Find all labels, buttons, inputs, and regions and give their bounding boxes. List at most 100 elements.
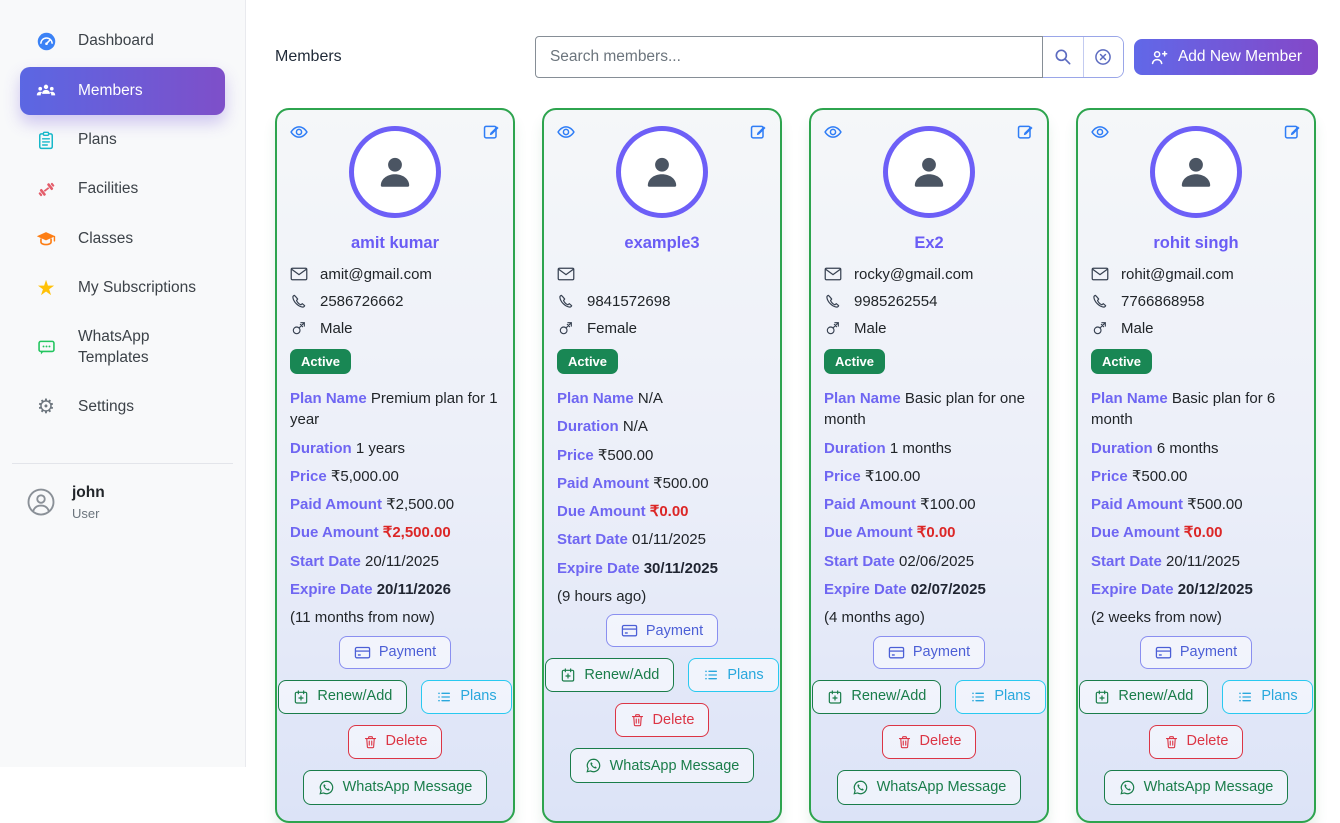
whatsapp-message-button[interactable]: WhatsApp Message xyxy=(836,769,1022,805)
plan-name-line: Plan Name N/A xyxy=(557,390,663,407)
status-badge: Active xyxy=(1091,349,1153,374)
member-card: amit kumar amit@gmail.com 2586726662 Mal… xyxy=(275,108,515,823)
edit-member-button[interactable] xyxy=(749,122,768,141)
start-date-line: Start Date 20/11/2025 xyxy=(290,552,439,570)
sidebar-item-label: Settings xyxy=(78,397,135,415)
paid-amount-line: Paid Amount ₹500.00 xyxy=(557,474,709,492)
dashboard-gauge-icon xyxy=(34,31,58,52)
member-phone: 9985262554 xyxy=(854,292,938,310)
renew-add-button[interactable]: Renew/Add xyxy=(1079,679,1209,714)
search-button[interactable] xyxy=(1042,37,1083,77)
sidebar-item-dashboard[interactable]: Dashboard xyxy=(20,18,225,65)
trash-icon xyxy=(363,734,378,750)
expire-date-line: Expire Date 20/11/2026 xyxy=(290,581,451,599)
member-gender: Male xyxy=(1121,319,1154,337)
plan-details: Plan Name Basic plan for one month Durat… xyxy=(824,388,1034,629)
plan-details: Plan Name N/A Duration N/A Price ₹500.00… xyxy=(557,388,767,607)
member-phone-row: 9985262554 xyxy=(824,292,1034,310)
star-icon: ★ xyxy=(36,277,56,300)
list-icon xyxy=(970,689,986,705)
eye-icon xyxy=(556,126,576,145)
renew-add-button[interactable]: Renew/Add xyxy=(545,658,675,693)
user-info: john User xyxy=(72,484,105,521)
sidebar-item-classes[interactable]: Classes xyxy=(20,215,225,263)
payment-button[interactable]: Payment xyxy=(338,635,452,669)
gender-icon xyxy=(1091,320,1109,336)
sidebar-item-whatsapp-templates[interactable]: WhatsApp Templates xyxy=(20,314,225,382)
plans-button[interactable]: Plans xyxy=(955,679,1046,714)
edit-pen-icon xyxy=(1016,125,1035,144)
delete-button[interactable]: Delete xyxy=(614,703,710,738)
add-new-member-button[interactable]: Add New Member xyxy=(1133,39,1318,75)
sidebar-item-label: Members xyxy=(78,81,143,99)
sidebar-item-plans[interactable]: Plans xyxy=(20,117,225,164)
due-amount-line: Due Amount ₹2,500.00 xyxy=(290,524,451,542)
whatsapp-message-button[interactable]: WhatsApp Message xyxy=(1103,769,1289,805)
renew-add-button[interactable]: Renew/Add xyxy=(812,679,942,714)
edit-member-button[interactable] xyxy=(1283,122,1302,141)
whatsapp-message-button[interactable]: WhatsApp Message xyxy=(569,748,755,784)
edit-pen-icon xyxy=(749,125,768,144)
card-actions: Payment Renew/Add Plans xyxy=(278,635,512,805)
due-amount-line: Due Amount ₹0.00 xyxy=(824,524,956,542)
plan-name-line: Plan Name Basic plan for 6 month xyxy=(1091,390,1276,429)
renew-plans-row: Renew/Add Plans xyxy=(278,679,512,714)
card-actions: Payment Renew/Add Plans xyxy=(1079,635,1313,805)
payment-button[interactable]: Payment xyxy=(605,614,719,648)
clear-search-button[interactable] xyxy=(1082,37,1123,77)
duration-line: Duration 6 months xyxy=(1091,439,1219,457)
payment-button[interactable]: Payment xyxy=(1139,635,1253,669)
plans-button[interactable]: Plans xyxy=(688,658,779,693)
member-gender-row: Male xyxy=(824,319,1034,337)
price-line: Price ₹500.00 xyxy=(557,446,654,464)
sidebar-item-label: Plans xyxy=(78,131,117,149)
expire-relative-note: (2 weeks from now) xyxy=(1091,609,1222,627)
edit-member-button[interactable] xyxy=(1016,122,1035,141)
whatsapp-message-button[interactable]: WhatsApp Message xyxy=(302,769,488,805)
envelope-icon xyxy=(1091,266,1109,282)
delete-button[interactable]: Delete xyxy=(347,724,443,759)
credit-card-icon xyxy=(621,623,638,638)
member-name: example3 xyxy=(624,234,700,252)
member-phone-row: 2586726662 xyxy=(290,292,500,310)
eye-icon xyxy=(823,126,843,145)
sidebar-item-settings[interactable]: ⚙ Settings xyxy=(20,384,225,431)
phone-icon xyxy=(557,293,575,309)
page-header: Members xyxy=(275,36,1318,78)
sidebar-item-members[interactable]: Members xyxy=(20,67,225,115)
expire-relative-note: (9 hours ago) xyxy=(557,588,647,606)
sidebar-item-label: Classes xyxy=(78,229,134,247)
delete-button[interactable]: Delete xyxy=(1148,724,1244,759)
plan-details: Plan Name Premium plan for 1 year Durati… xyxy=(290,388,500,629)
duration-line: Duration 1 months xyxy=(824,439,952,457)
member-name: amit kumar xyxy=(350,234,440,252)
view-member-button[interactable] xyxy=(289,122,309,142)
sidebar-user[interactable]: john User xyxy=(20,464,225,541)
paid-amount-line: Paid Amount ₹100.00 xyxy=(824,496,976,514)
edit-member-button[interactable] xyxy=(482,122,501,141)
plans-button[interactable]: Plans xyxy=(1222,679,1313,714)
renew-add-button[interactable]: Renew/Add xyxy=(278,679,408,714)
member-phone: 2586726662 xyxy=(320,292,404,310)
plans-button[interactable]: Plans xyxy=(421,679,512,714)
search-input[interactable] xyxy=(534,36,1043,78)
search-icon xyxy=(1053,47,1073,67)
credit-card-icon xyxy=(888,645,905,660)
sidebar-item-facilities[interactable]: Facilities xyxy=(20,166,225,213)
start-date-line: Start Date 02/06/2025 xyxy=(824,552,975,570)
member-gender: Male xyxy=(320,319,353,337)
edit-pen-icon xyxy=(482,125,501,144)
member-gender-row: Male xyxy=(1091,319,1301,337)
card-actions: Payment Renew/Add Plans xyxy=(812,635,1046,805)
duration-line: Duration N/A xyxy=(557,418,648,436)
sidebar-nav: Dashboard Members Plans Facilities xyxy=(20,18,225,433)
sidebar-item-label: Dashboard xyxy=(78,32,154,50)
calendar-plus-icon xyxy=(827,689,843,705)
payment-button[interactable]: Payment xyxy=(872,635,986,669)
sidebar-item-my-subscriptions[interactable]: ★ My Subscriptions xyxy=(20,265,225,312)
price-line: Price ₹500.00 xyxy=(1091,467,1188,485)
view-member-button[interactable] xyxy=(823,122,843,142)
view-member-button[interactable] xyxy=(1090,122,1110,142)
view-member-button[interactable] xyxy=(556,122,576,142)
delete-button[interactable]: Delete xyxy=(881,724,977,759)
